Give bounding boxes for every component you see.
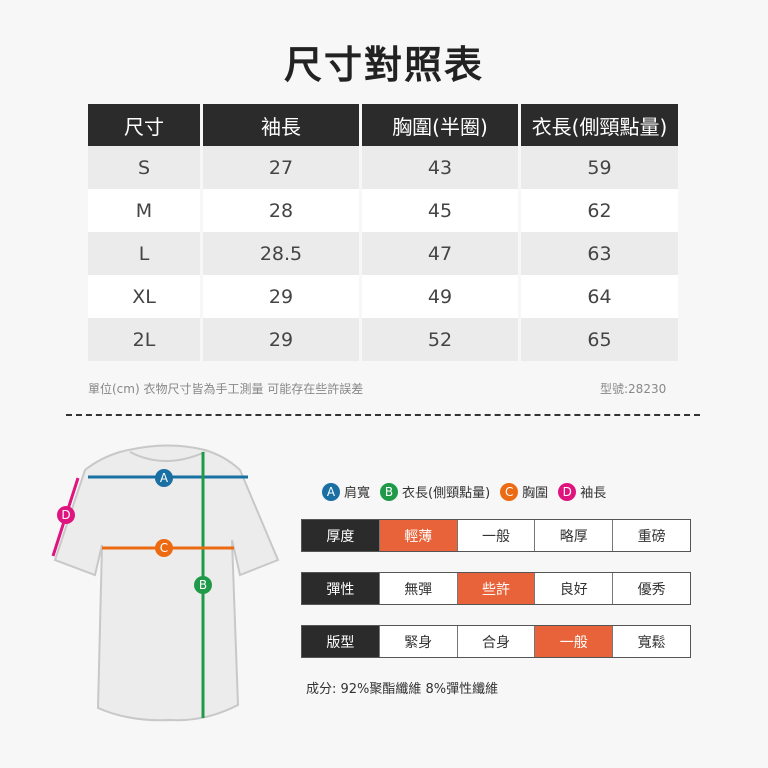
marker-c-label: C — [160, 541, 168, 555]
property-option: 略厚 — [534, 520, 613, 551]
property-option: 些許 — [456, 573, 535, 604]
tshirt-shape — [53, 444, 280, 722]
unit-note: 單位(cm) 衣物尺寸皆為手工測量 可能存在些許誤差 — [88, 382, 364, 396]
table-row: XL 29 49 64 — [88, 275, 678, 318]
legend-marker: B — [380, 482, 399, 501]
measurement-legend: A 肩寬 B 衣長(側頸點量) C 胸圍 D 袖長 — [322, 482, 616, 501]
header-length: 衣長(側頸點量) — [521, 104, 678, 146]
table-cell: 2L — [88, 318, 200, 361]
table-cell: 28.5 — [203, 232, 359, 275]
property-row: 版型 緊身 合身 一般 寬鬆 — [301, 625, 691, 658]
legend-label: 衣長(側頸點量) — [402, 486, 491, 501]
property-label: 版型 — [302, 626, 379, 657]
property-row: 厚度 輕薄 一般 略厚 重磅 — [301, 519, 691, 552]
marker-c — [155, 539, 173, 557]
property-option: 寬鬆 — [612, 626, 690, 657]
page-title: 尺寸對照表 — [283, 43, 484, 87]
model-number: 型號:28230 — [600, 382, 667, 396]
property-option: 無彈 — [378, 573, 457, 604]
table-cell: 47 — [362, 232, 518, 275]
property-row: 彈性 無彈 些許 良好 優秀 — [301, 572, 691, 605]
legend-label: 肩寬 — [344, 486, 371, 501]
table-cell: M — [88, 189, 200, 232]
property-option: 輕薄 — [378, 520, 457, 551]
divider — [66, 414, 700, 416]
property-label: 彈性 — [302, 573, 379, 604]
property-option: 重磅 — [612, 520, 690, 551]
legend-label: 袖長 — [580, 486, 607, 501]
property-option: 一般 — [456, 520, 535, 551]
table-cell: 29 — [203, 275, 359, 318]
table-cell: 49 — [362, 275, 518, 318]
legend-marker: C — [500, 482, 519, 501]
legend-label: 胸圍 — [522, 486, 549, 501]
table-cell: S — [88, 146, 200, 189]
marker-b-label: B — [199, 578, 207, 592]
table-cell: 62 — [521, 189, 678, 232]
property-option: 一般 — [534, 626, 613, 657]
legend-marker: A — [322, 482, 340, 501]
table-cell: XL — [88, 275, 200, 318]
size-table: 尺寸 袖長 胸圍(半圈) 衣長(側頸點量) S 27 43 59 M 28 45 62 L 28.… — [85, 104, 681, 361]
table-cell: 63 — [521, 232, 678, 275]
property-label: 厚度 — [302, 520, 379, 551]
marker-d-label: D — [61, 508, 70, 522]
table-cell: 59 — [521, 146, 678, 189]
property-option: 優秀 — [612, 573, 690, 604]
table-cell: 27 — [203, 146, 359, 189]
header-sleeve: 袖長 — [203, 104, 359, 146]
header-chest: 胸圍(半圈) — [362, 104, 518, 146]
table-cell: 64 — [521, 275, 678, 318]
table-row: M 28 45 62 — [88, 189, 678, 232]
table-cell: 29 — [203, 318, 359, 361]
table-row: 2L 29 52 65 — [88, 318, 678, 361]
table-cell: 28 — [203, 189, 359, 232]
header-size: 尺寸 — [88, 104, 200, 146]
marker-b — [194, 576, 212, 594]
table-row: S 27 43 59 — [88, 146, 678, 189]
table-cell: L — [88, 232, 200, 275]
table-cell: 52 — [362, 318, 518, 361]
property-option: 合身 — [456, 626, 535, 657]
composition: 成分: 92%聚酯纖維 8%彈性纖維 — [306, 682, 499, 697]
table-cell: 45 — [362, 189, 518, 232]
table-cell: 65 — [521, 318, 678, 361]
table-row: L 28.5 47 63 — [88, 232, 678, 275]
table-cell: 43 — [362, 146, 518, 189]
marker-a-label: A — [160, 471, 169, 485]
property-option: 緊身 — [378, 626, 457, 657]
marker-a — [155, 469, 173, 487]
marker-d — [57, 506, 75, 524]
property-option: 良好 — [534, 573, 613, 604]
legend-marker: D — [558, 482, 577, 501]
